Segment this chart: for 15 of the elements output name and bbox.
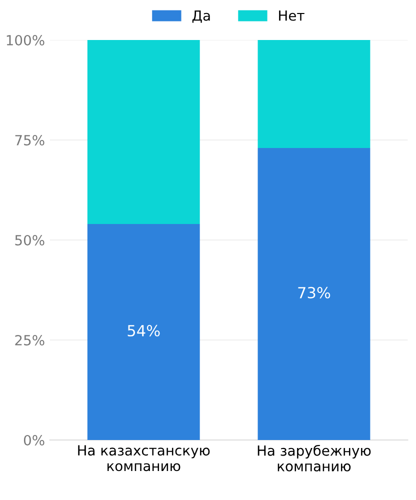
y-tick-label: 100% — [6, 34, 44, 46]
data-label: 54% — [128, 324, 160, 336]
legend-label: Да — [192, 10, 210, 23]
x-tick-label: На казахстанскую компанию — [78, 445, 210, 472]
y-tick-label: 75% — [15, 134, 44, 146]
bar — [258, 148, 370, 440]
bar — [258, 40, 370, 148]
bar — [87, 40, 200, 224]
data-label: 73% — [298, 286, 330, 298]
y-tick-label: 0% — [24, 434, 44, 446]
bar — [87, 224, 200, 440]
y-tick-label: 50% — [15, 234, 44, 246]
y-tick-label: 25% — [15, 334, 44, 346]
x-tick-label: На зарубежную компанию — [258, 444, 371, 472]
legend-label: Нет — [279, 10, 304, 21]
